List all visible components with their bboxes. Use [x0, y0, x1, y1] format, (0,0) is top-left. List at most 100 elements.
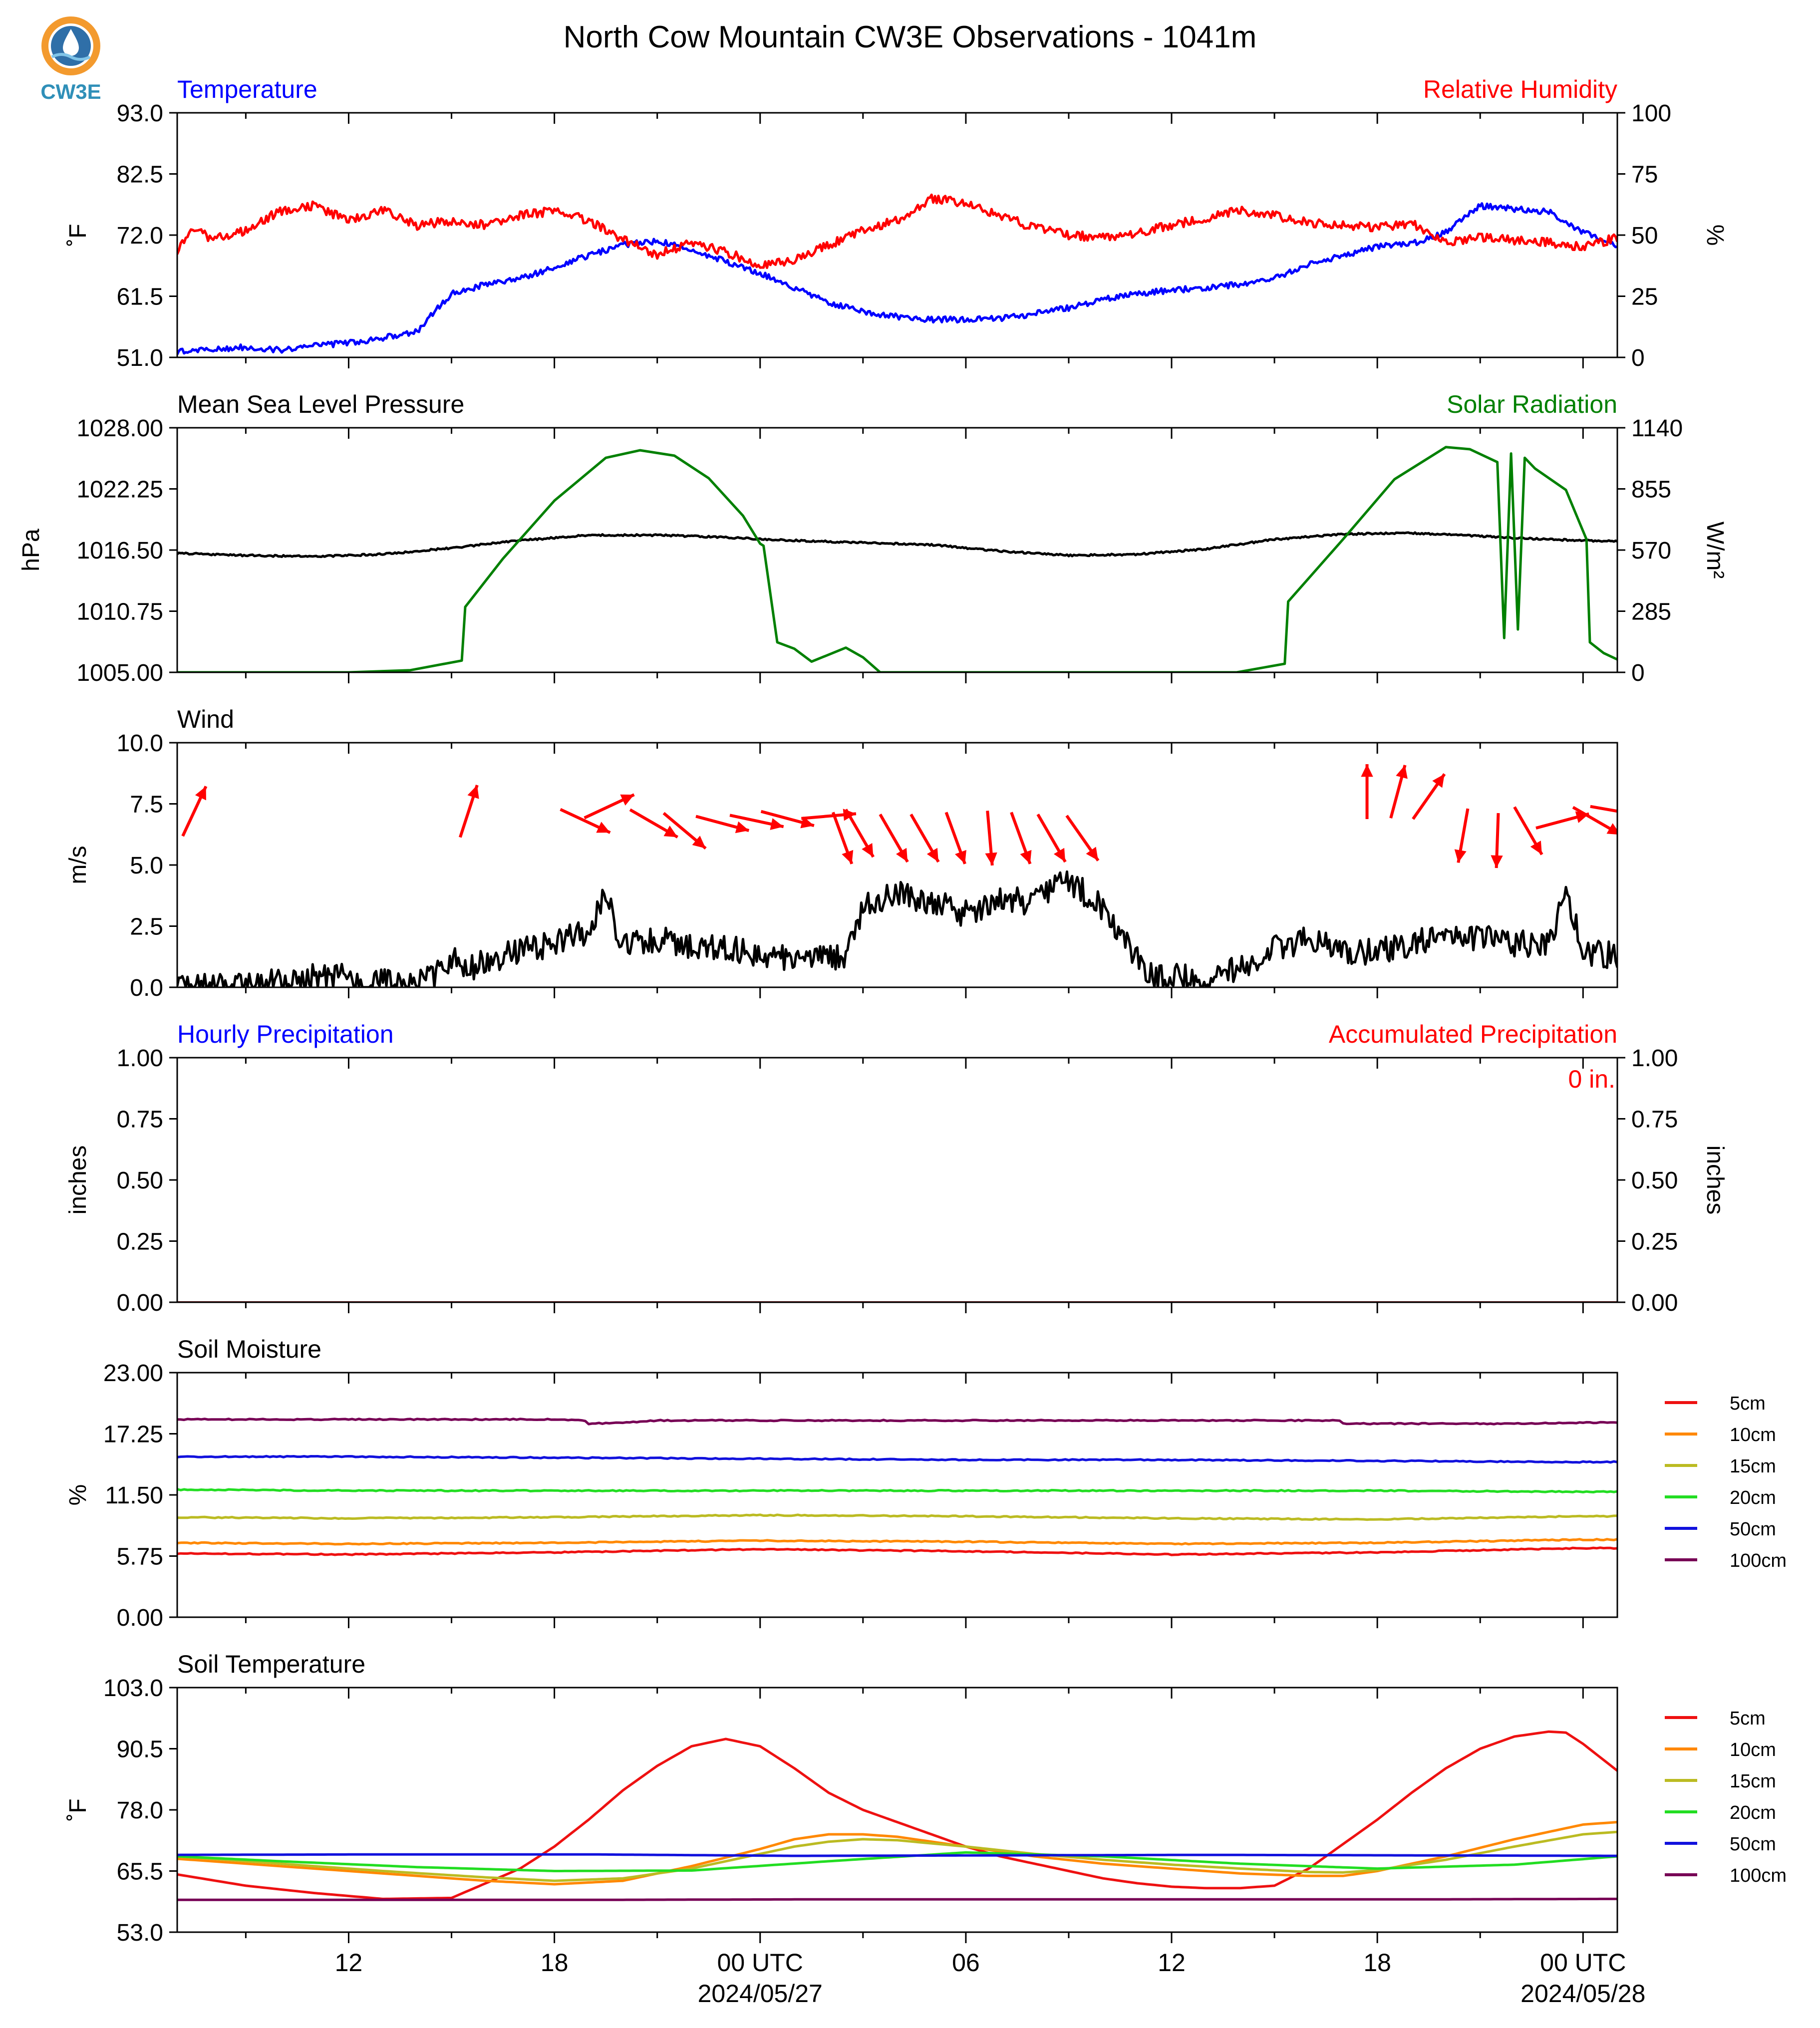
panel-title-left: Wind [177, 705, 234, 733]
wind-arrow [1010, 812, 1032, 865]
logo-text: CW3E [40, 80, 101, 103]
series-50cm [177, 1454, 1617, 1464]
y-tick-label-left: 0.75 [117, 1107, 163, 1133]
wind-arrow [1036, 813, 1067, 863]
x-tick-label: 12 [335, 1949, 363, 1977]
y-axis-label-right: % [1702, 225, 1728, 246]
y-tick-label-left: 53.0 [117, 1920, 163, 1946]
panel-title-right: Relative Humidity [1423, 75, 1617, 103]
wind-arrow [181, 786, 208, 837]
panel-title-right: Solar Radiation [1447, 390, 1617, 418]
panel-soil-moisture: Soil Moisture 23.00 17.25 11.50 5.75 0.00% 5cm… [65, 1335, 1787, 1631]
wind-arrow [1513, 806, 1543, 856]
y-tick-label-left: 103.0 [103, 1675, 163, 1702]
wind-arrow-shaft [1590, 805, 1617, 813]
panel-pressure-solar: Mean Sea Level Pressure Solar Radiation 10… [18, 390, 1728, 686]
y-tick-label-left: 72.0 [117, 223, 163, 249]
wind-arrow [879, 813, 909, 863]
wind-arrow [1389, 765, 1408, 819]
series-wind-speed [177, 870, 1617, 987]
y-tick-label-left: 1.00 [117, 1045, 163, 1072]
plot-area [177, 1730, 1617, 1901]
y-tick-label-left: 0.50 [117, 1167, 163, 1194]
legend-label: 10cm [1730, 1425, 1776, 1446]
series-relative-humidity [177, 193, 1617, 269]
y-tick-label-right: 570 [1631, 538, 1671, 564]
wind-arrow-head [1491, 855, 1503, 868]
wind-arrow-head [1396, 765, 1408, 779]
panel-title-left: Soil Temperature [177, 1650, 365, 1678]
series-5cm [177, 1546, 1617, 1556]
panel-title-left: Hourly Precipitation [177, 1020, 394, 1048]
legend-label: 50cm [1730, 1519, 1776, 1540]
wind-arrow [1535, 811, 1589, 830]
wind-arrow-head [955, 850, 966, 864]
y-tick-label-left: 0.00 [117, 1605, 163, 1631]
y-axis-label-right: inches [1702, 1146, 1728, 1215]
wind-arrow-head [926, 848, 938, 862]
plot-area [177, 193, 1617, 355]
x-tick-label: 06 [952, 1949, 980, 1977]
y-axis-label-right: W/m² [1702, 522, 1728, 579]
wind-arrow-head [1432, 774, 1445, 788]
y-tick-label-left: 82.5 [117, 162, 163, 188]
precip-annotation: 0 in. [1568, 1065, 1615, 1093]
y-tick-label-left: 65.5 [117, 1859, 163, 1885]
y-tick-label-right: 25 [1631, 284, 1658, 310]
x-tick-label: 18 [541, 1949, 569, 1977]
wind-arrow [1590, 805, 1617, 813]
wind-arrow-head [985, 852, 997, 866]
wind-arrow-head [1020, 850, 1032, 864]
series-pressure [177, 531, 1617, 559]
wind-arrow [629, 808, 678, 839]
y-tick-label-left: 5.75 [117, 1544, 163, 1570]
wind-arrow [985, 811, 997, 866]
wind-arrow-head [1606, 823, 1617, 835]
wind-arrow [844, 809, 875, 858]
wind-arrow [760, 810, 815, 829]
wind-arrow-head [770, 818, 784, 830]
wind-arrow-head [1086, 847, 1098, 861]
y-tick-label-left: 1028.00 [76, 415, 163, 442]
y-tick-label-left: 0.25 [117, 1229, 163, 1255]
x-tick-label: 18 [1363, 1949, 1391, 1977]
legend-label: 50cm [1730, 1834, 1776, 1855]
plot-frame [176, 1372, 1618, 1618]
series-15cm [177, 1513, 1617, 1521]
series-5cm [177, 1730, 1617, 1900]
wind-arrow [560, 808, 611, 834]
wind-arrow [944, 812, 966, 865]
y-tick-label-right: 855 [1631, 477, 1671, 503]
wind-arrow-head [692, 836, 706, 849]
y-axis-label-left: m/s [65, 846, 91, 884]
y-tick-label-right: 1140 [1631, 415, 1683, 442]
panel-title-left: Soil Moisture [177, 1335, 321, 1363]
y-tick-label-left: 10.0 [117, 730, 163, 757]
y-tick-label-left: 1016.50 [76, 538, 163, 564]
wind-arrow-head [1454, 849, 1467, 863]
wind-arrow-head [1053, 848, 1066, 862]
series-100cm [177, 1418, 1617, 1426]
y-tick-label-left: 51.0 [117, 345, 163, 371]
y-tick-label-right: 285 [1631, 599, 1671, 625]
y-tick-label-left: 1010.75 [76, 599, 163, 625]
y-tick-label-right: 1.00 [1631, 1045, 1678, 1072]
y-tick-label-left: 2.5 [130, 914, 163, 940]
y-tick-label-left: 90.5 [117, 1737, 163, 1763]
legend-label: 10cm [1730, 1739, 1776, 1760]
logo-drop-icon [63, 29, 79, 56]
wind-arrow [831, 812, 854, 865]
y-tick-label-left: 7.5 [130, 792, 163, 818]
legend-label: 20cm [1730, 1802, 1776, 1823]
x-tick-label: 12 [1158, 1949, 1186, 1977]
y-tick-label-right: 75 [1631, 162, 1658, 188]
plot-area [177, 446, 1617, 672]
wind-arrow [662, 812, 707, 850]
y-tick-label-right: 0 [1631, 660, 1645, 686]
y-axis-label-left: ˚F [65, 1798, 91, 1821]
y-tick-label-left: 1022.25 [76, 477, 163, 503]
panel-soil-temp: Soil Temperature 103.0 90.5 78.0 65.5 53.0 ˚F 5… [65, 1650, 1787, 1946]
plot-frame [176, 427, 1618, 673]
legend-label: 100cm [1730, 1550, 1787, 1571]
wind-arrow-head [1530, 841, 1542, 855]
